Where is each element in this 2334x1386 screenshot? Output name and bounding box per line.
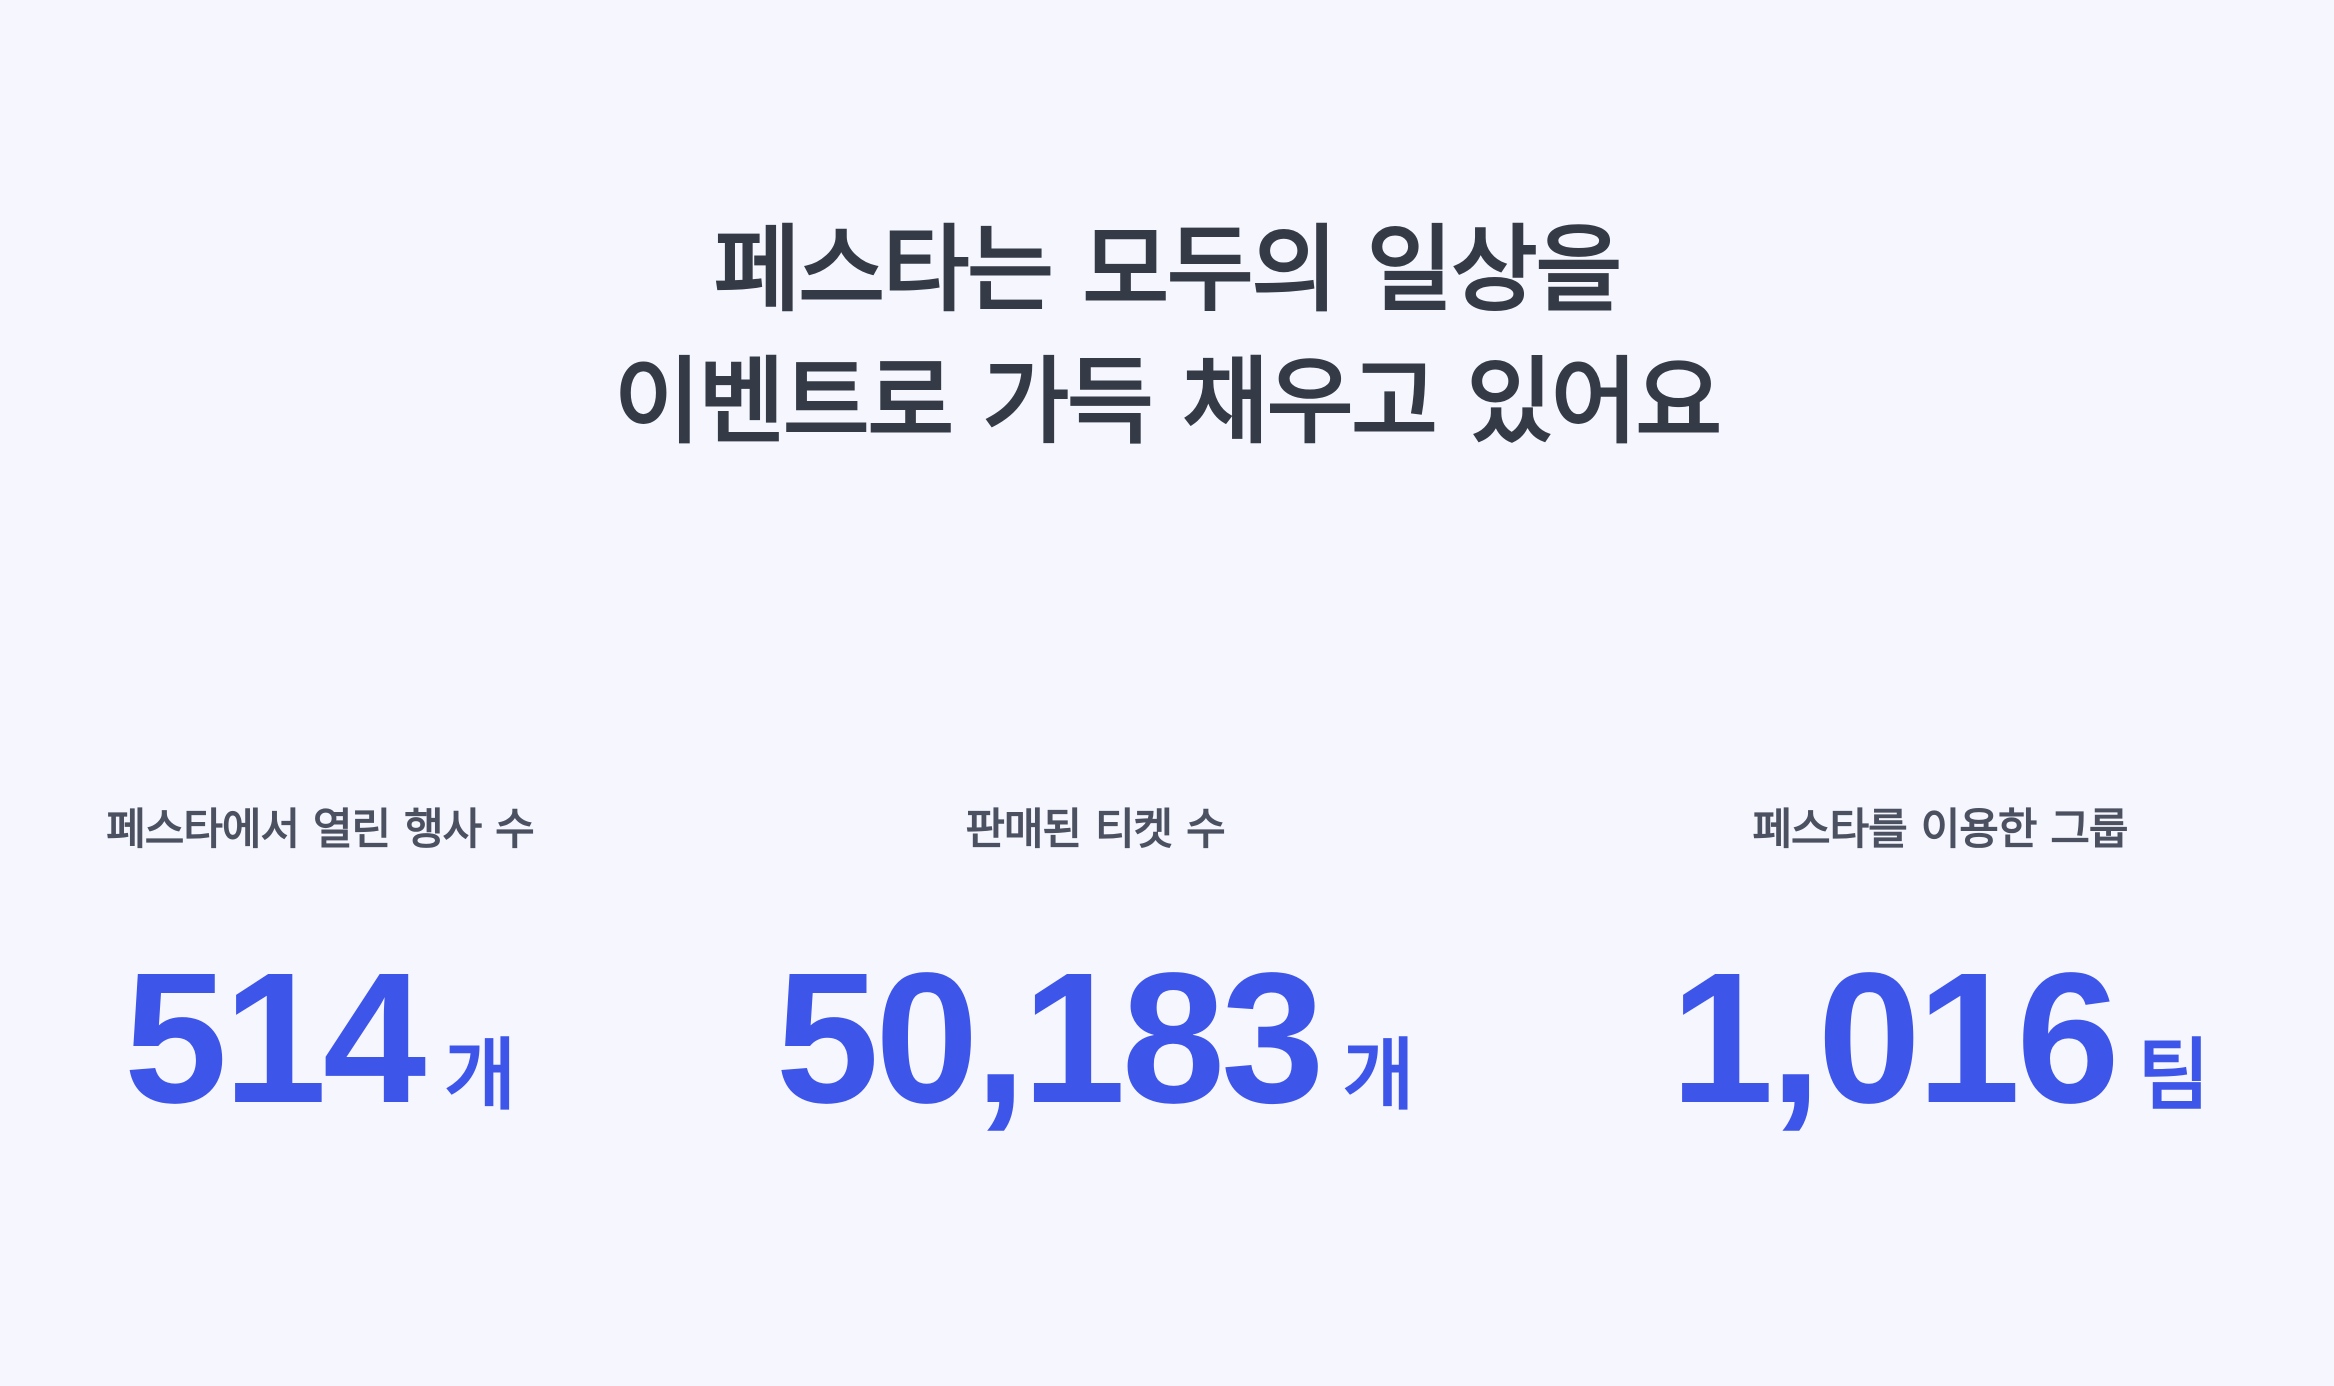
stat-value: 50,183 개 [745,946,1445,1132]
stat-unit: 개 [444,1031,517,1121]
stat-number: 50,183 [775,935,1325,1142]
stat-number: 1,016 [1670,935,2119,1142]
stat-tickets-sold: 판매된 티켓 수 50,183 개 [745,800,1445,1132]
stat-events-held: 페스타에서 열린 행사 수 514 개 [90,800,550,1132]
stat-groups-using: 페스타를 이용한 그룹 1,016 팀 [1655,800,2225,1132]
page-headline: 페스타는 모두의 일상을 이벤트로 가득 채우고 있어요 [0,205,2334,469]
stat-value: 514 개 [90,946,550,1132]
stat-unit: 개 [1342,1031,1415,1121]
headline-line-1: 페스타는 모두의 일상을 [713,216,1622,325]
stat-value: 1,016 팀 [1655,946,2225,1132]
stat-label: 페스타에서 열린 행사 수 [106,805,535,855]
stat-label: 판매된 티켓 수 [965,805,1225,855]
stat-number: 514 [123,935,426,1142]
headline-line-2: 이벤트로 가득 채우고 있어요 [614,348,1722,457]
stat-label: 페스타를 이용한 그룹 [1752,805,2129,855]
stat-unit: 팀 [2137,1031,2210,1121]
